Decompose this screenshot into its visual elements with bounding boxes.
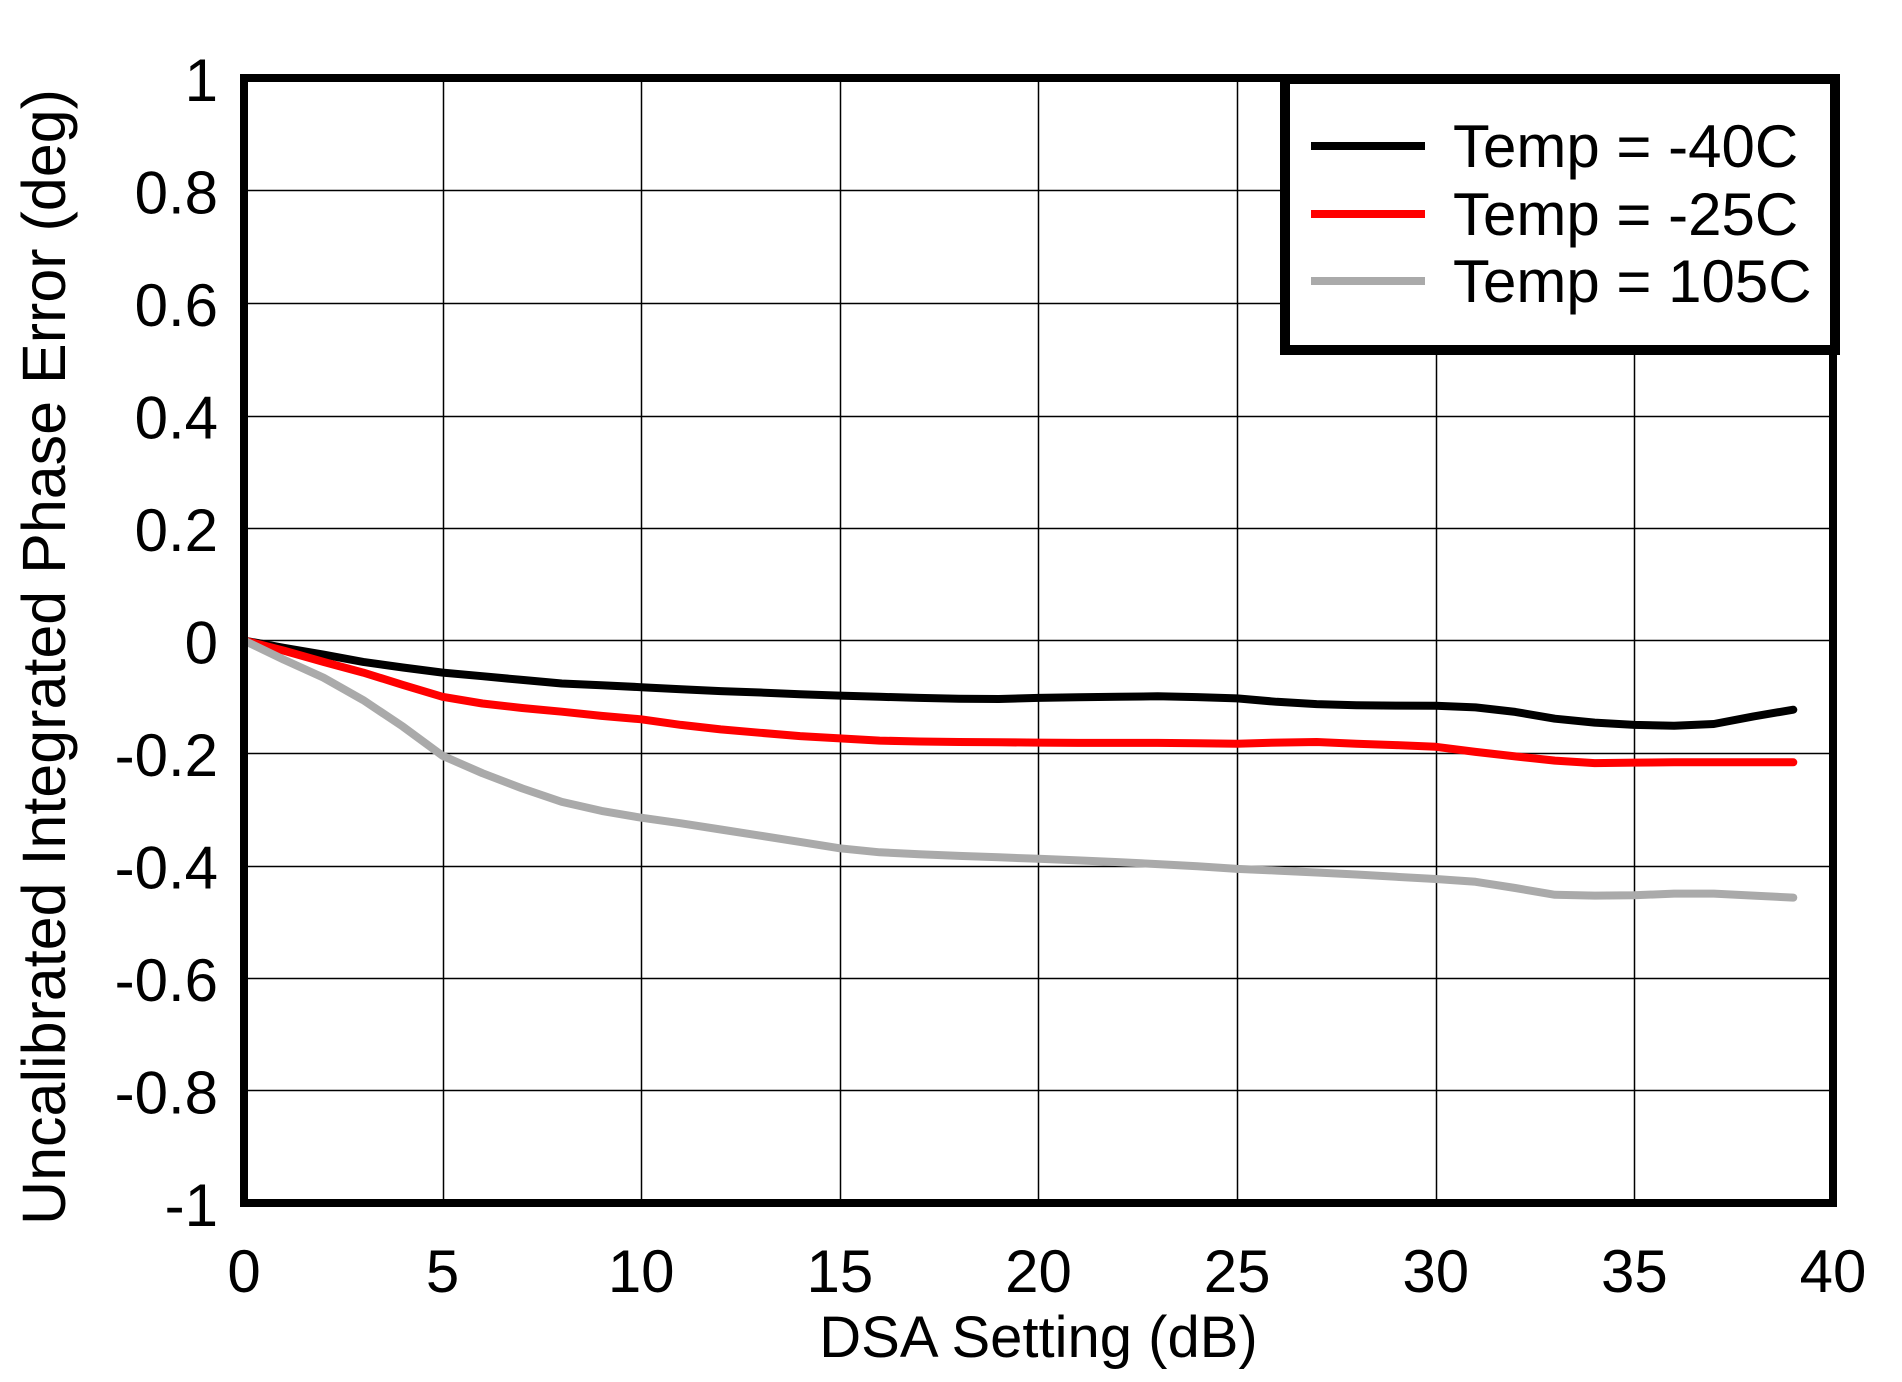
svg-text:Temp = -25C: Temp = -25C <box>1453 181 1798 248</box>
svg-text:-1: -1 <box>165 1172 218 1239</box>
svg-text:0: 0 <box>227 1238 260 1305</box>
svg-text:0.8: 0.8 <box>135 160 218 227</box>
svg-text:40: 40 <box>1800 1238 1867 1305</box>
svg-text:-0.6: -0.6 <box>115 947 218 1014</box>
svg-text:5: 5 <box>426 1238 459 1305</box>
svg-text:25: 25 <box>1204 1238 1271 1305</box>
svg-text:Temp = 105C: Temp = 105C <box>1453 248 1812 315</box>
svg-text:0.2: 0.2 <box>135 497 218 564</box>
svg-text:30: 30 <box>1402 1238 1469 1305</box>
svg-text:Uncalibrated Integrated Phase: Uncalibrated Integrated Phase Error (deg… <box>10 89 78 1225</box>
svg-text:DSA Setting (dB): DSA Setting (dB) <box>819 1305 1257 1370</box>
svg-text:1: 1 <box>185 47 218 114</box>
svg-text:-0.4: -0.4 <box>115 835 218 902</box>
svg-text:20: 20 <box>1005 1238 1072 1305</box>
svg-text:0.4: 0.4 <box>135 385 218 452</box>
svg-text:0: 0 <box>185 610 218 677</box>
svg-text:-0.8: -0.8 <box>115 1060 218 1127</box>
svg-text:-0.2: -0.2 <box>115 722 218 789</box>
svg-text:Temp = -40C: Temp = -40C <box>1453 113 1798 180</box>
svg-text:15: 15 <box>807 1238 874 1305</box>
svg-text:10: 10 <box>608 1238 675 1305</box>
svg-text:35: 35 <box>1601 1238 1668 1305</box>
svg-text:0.6: 0.6 <box>135 272 218 339</box>
